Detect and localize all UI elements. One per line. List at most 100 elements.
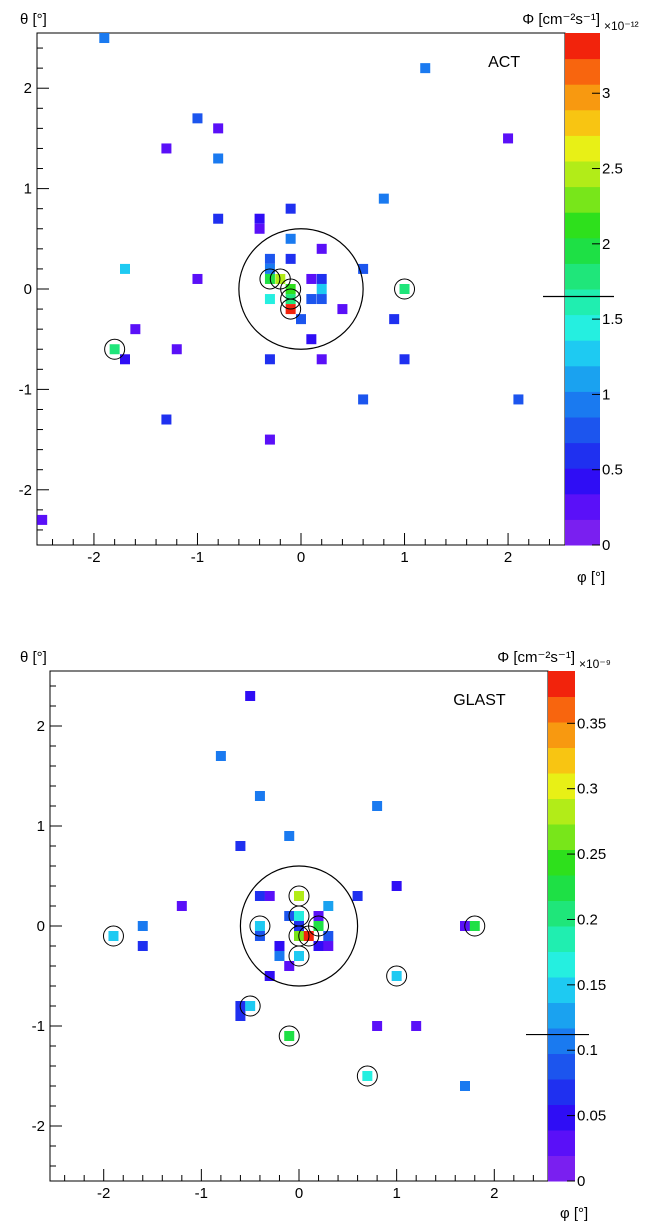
z-tick-label: 0.05 <box>577 1108 606 1125</box>
y-tick-label: 1 <box>37 818 45 835</box>
color-bar-band <box>548 671 575 697</box>
color-bar-band <box>548 1053 575 1080</box>
color-bar-band <box>548 900 575 927</box>
data-cell <box>313 941 324 951</box>
data-cell <box>254 891 265 901</box>
highlight-circle <box>298 925 320 947</box>
color-bar-band <box>565 417 600 444</box>
x-tick-label: -1 <box>195 1185 208 1202</box>
color-bar-band <box>548 1104 575 1131</box>
data-cell <box>108 931 119 941</box>
data-cell <box>358 394 369 405</box>
color-bar-band <box>548 696 575 723</box>
color-bar-band <box>565 186 600 213</box>
z-axis-title: Φ [cm⁻²s⁻¹] <box>522 11 600 28</box>
data-cell <box>306 294 317 305</box>
x-tick-label: -1 <box>191 549 204 566</box>
y-tick-label: -1 <box>32 1018 45 1035</box>
data-cell <box>245 1001 256 1011</box>
highlight-circle <box>239 995 261 1017</box>
x-tick-label: 0 <box>295 1185 303 1202</box>
color-bar-band <box>548 875 575 901</box>
z-tick-label: 0.3 <box>577 781 598 798</box>
z-tick-label: 0.15 <box>577 977 606 994</box>
data-cell <box>362 1071 373 1081</box>
data-cell <box>358 263 369 274</box>
data-cell <box>235 841 246 851</box>
color-bar-band <box>548 849 575 876</box>
color-bar-band <box>565 33 600 60</box>
highlight-circle <box>280 288 302 310</box>
data-cell <box>513 394 524 405</box>
z-tick-label: 0.2 <box>577 911 598 928</box>
data-cell <box>391 971 402 981</box>
data-cell <box>352 891 363 901</box>
x-tick-label: 0 <box>297 549 305 566</box>
data-cell <box>161 414 172 425</box>
data-cell <box>503 133 514 144</box>
data-cell <box>109 344 120 355</box>
data-cell <box>372 801 383 811</box>
data-cells <box>37 33 524 525</box>
color-bar-band <box>565 109 600 136</box>
data-cell <box>120 263 130 274</box>
color-bar-band <box>548 1028 575 1054</box>
data-cell <box>264 294 275 305</box>
data-cell <box>264 253 275 264</box>
highlight-circle <box>386 965 408 987</box>
data-cell <box>213 153 224 164</box>
data-cell <box>213 213 224 224</box>
data-cell <box>285 233 296 244</box>
color-bar-band <box>548 1079 575 1105</box>
color-bar-band <box>565 58 600 85</box>
x-tick-label: 2 <box>490 1185 498 1202</box>
data-cell <box>460 1081 470 1091</box>
z-tick-label: 0.35 <box>577 715 606 732</box>
color-bar-band <box>548 1002 575 1029</box>
data-cell <box>264 971 275 981</box>
highlight-circle <box>278 1025 300 1047</box>
data-cell <box>215 751 226 761</box>
data-cell <box>469 921 480 931</box>
z-tick-label: 0.5 <box>602 462 623 479</box>
central-region-circle <box>238 228 364 350</box>
chart-panel-act: -2 -1 0 1 2 -2 -1 0 1 2 θ [°] φ [°] ACT 0 0.5 1 1.5 2 2.5 3… <box>19 11 639 586</box>
color-bar: 0 0.05 0.1 0.15 0.2 0.25 0.3 0.35 <box>548 671 606 1190</box>
data-cell <box>306 273 317 284</box>
color-bar-band <box>548 1155 575 1182</box>
color-bar-band <box>565 84 600 111</box>
x-axis-title: φ [°] <box>577 569 605 586</box>
data-cell <box>264 891 275 901</box>
color-bar-band <box>565 289 600 316</box>
data-cell <box>411 1021 422 1031</box>
panel-title: ACT <box>488 54 520 71</box>
highlight-circle <box>356 1065 378 1087</box>
data-cell <box>137 921 148 931</box>
z-tick-label: 1 <box>602 386 610 403</box>
color-bar-band <box>548 722 575 748</box>
color-bar-band <box>565 365 600 392</box>
data-cell <box>120 354 130 365</box>
data-cell <box>284 831 295 841</box>
data-cell <box>316 294 327 305</box>
data-cell <box>389 314 400 325</box>
x-tick-label: -2 <box>87 549 100 566</box>
z-multiplier: ×10⁻⁹ <box>579 657 611 671</box>
z-tick-label: 0.25 <box>577 846 606 863</box>
highlight-circle <box>104 338 126 360</box>
color-bar-band <box>565 237 600 264</box>
central-region-circle <box>239 865 359 987</box>
highlight-circle <box>280 298 302 320</box>
data-cell <box>254 791 265 801</box>
color-bar-band <box>565 135 600 162</box>
y-axis-title: θ [°] <box>20 649 47 666</box>
x-tick-label: -2 <box>97 1185 110 1202</box>
data-cell <box>37 514 48 525</box>
data-cell <box>337 304 348 315</box>
data-cell <box>420 63 431 74</box>
highlight-circle <box>249 915 271 937</box>
x-tick-label: 1 <box>400 549 408 566</box>
highlight-circle <box>102 925 124 947</box>
data-cell <box>294 951 304 961</box>
data-cells <box>108 691 480 1091</box>
